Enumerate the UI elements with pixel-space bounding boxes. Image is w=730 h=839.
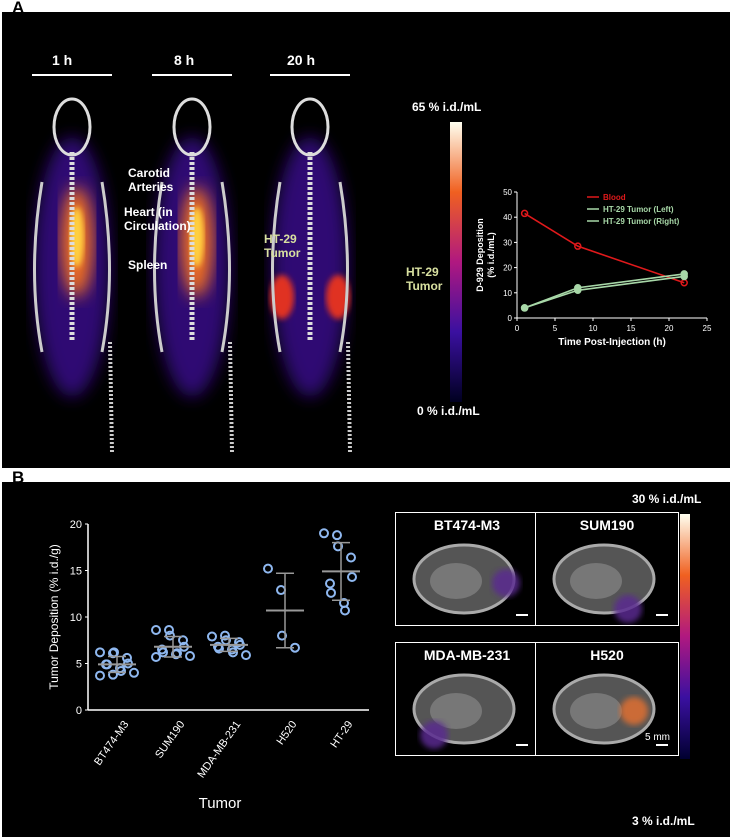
data-point — [520, 304, 529, 312]
x-tick-label: BT474-M3 — [92, 719, 131, 768]
data-point — [574, 242, 582, 250]
x-tick-label: HT-29 — [328, 719, 355, 750]
data-point — [326, 587, 336, 598]
legend-entry: Blood — [603, 193, 626, 202]
colorbar-b — [680, 514, 690, 759]
x-tick-label: 10 — [589, 324, 598, 333]
x-tick-label: H520 — [275, 719, 300, 747]
data-point — [185, 651, 195, 662]
ct-title: SUM190 — [579, 517, 635, 533]
colorbar-a-min: 0 % i.d./mL — [417, 404, 480, 418]
x-tick-label: SUM190 — [153, 719, 187, 761]
data-point — [129, 667, 139, 678]
colorbar-b-max: 30 % i.d./mL — [632, 492, 702, 506]
data-point — [95, 670, 105, 681]
ct-image-bt474: BT474-M3 — [395, 512, 539, 626]
data-point — [346, 552, 356, 563]
data-point — [95, 647, 105, 658]
label-tumor-left: HT-29 Tumor — [264, 232, 301, 260]
series-line — [524, 275, 685, 309]
data-point — [165, 630, 175, 641]
data-point — [151, 651, 161, 662]
data-point — [158, 647, 168, 658]
data-point — [319, 528, 329, 539]
x-tick-label: 25 — [703, 324, 712, 333]
y-tick-label: 40 — [503, 213, 512, 222]
x-tick-label: 20 — [665, 324, 674, 333]
ct-title: H520 — [590, 647, 624, 663]
ct-title: BT474-M3 — [433, 517, 501, 533]
data-point — [241, 650, 251, 661]
data-point — [164, 625, 174, 636]
ct-image-mda: MDA-MB-231 — [395, 642, 539, 756]
x-tick-label: MDA-MB-231 — [195, 719, 243, 780]
x-tick-label: 0 — [515, 324, 520, 333]
series-line — [524, 212, 685, 284]
y-axis-label: Tumor Deposition (% i.d./g) — [47, 544, 61, 690]
x-axis-label: Tumor — [199, 795, 242, 812]
panel-b: 0 5 10 15 20 Tumor Deposition (% i.d./g) Tumor… — [2, 482, 730, 837]
data-point — [347, 572, 357, 583]
y-tick-label: 0 — [508, 314, 513, 323]
y-tick-label: 10 — [70, 612, 82, 624]
colorbar-b-min: 3 % i.d./mL — [632, 814, 695, 828]
x-axis-label: Time Post-Injection (h) — [558, 337, 666, 348]
colorbar-a — [450, 122, 462, 402]
ct-scan — [412, 673, 528, 749]
panel-a: 1 h 8 h 20 h Carotid Arteries Heart (in … — [2, 12, 730, 468]
legend-entry: HT-29 Tumor (Left) — [603, 205, 674, 214]
ct-image-h520: H520 5 mm — [535, 642, 679, 756]
data-point — [151, 625, 161, 636]
label-heart: Heart (in Circulation) — [124, 205, 191, 233]
ct-image-sum190: SUM190 — [535, 512, 679, 626]
scale-bar-label: 5 mm — [645, 732, 670, 743]
legend-entry: HT-29 Tumor (Right) — [603, 217, 680, 226]
ct-title: MDA-MB-231 — [423, 647, 511, 663]
y-tick-label: 0 — [76, 705, 82, 717]
mouse-image — [270, 97, 352, 453]
data-point — [207, 631, 217, 642]
timepoint-1h: 1 h — [52, 52, 73, 68]
data-point — [277, 630, 287, 641]
label-spleen: Spleen — [128, 258, 168, 272]
timepoint-8h: 8 h — [174, 52, 195, 68]
ct-scan — [552, 673, 668, 746]
label-tumor-right: HT-29 Tumor — [406, 265, 443, 293]
data-point — [276, 585, 286, 596]
data-point — [108, 669, 118, 680]
x-tick-label: 15 — [627, 324, 636, 333]
y-tick-label: 20 — [70, 519, 82, 531]
x-tick-label: 5 — [553, 324, 558, 333]
data-point — [220, 630, 230, 641]
y-tick-label: 50 — [503, 188, 512, 197]
ct-scan — [552, 543, 668, 623]
scatter-chart: 0 5 10 15 20 Tumor Deposition (% i.d./g) Tumor… — [47, 519, 369, 812]
data-point — [332, 530, 342, 541]
y-tick-label: 15 — [70, 566, 82, 578]
y-tick-label: 30 — [503, 238, 512, 247]
data-point — [228, 647, 238, 658]
y-tick-label: 5 — [76, 659, 82, 671]
ct-scan — [412, 543, 528, 616]
colorbar-a-max: 65 % i.d./mL — [412, 100, 482, 114]
mouse-image — [153, 97, 234, 453]
timepoint-20h: 20 h — [287, 52, 316, 68]
data-point — [340, 605, 350, 616]
data-point — [178, 635, 188, 646]
label-carotid: Carotid Arteries — [128, 166, 174, 194]
y-tick-label: 20 — [503, 264, 512, 273]
data-point — [122, 652, 132, 663]
data-point — [520, 209, 529, 218]
y-axis-label-unit: (% i.d./mL) — [486, 232, 496, 278]
data-point — [680, 270, 688, 278]
mouse-image — [33, 97, 114, 453]
data-point — [574, 284, 582, 292]
line-chart: 0 5 10 15 20 25 0 10 20 30 40 50 Time Post-Injection… — [475, 188, 712, 348]
mouse-images — [32, 74, 462, 453]
y-tick-label: 10 — [503, 289, 512, 298]
data-point — [325, 578, 335, 589]
y-axis-label: D-929 Deposition — [475, 218, 485, 292]
data-point — [263, 563, 273, 574]
